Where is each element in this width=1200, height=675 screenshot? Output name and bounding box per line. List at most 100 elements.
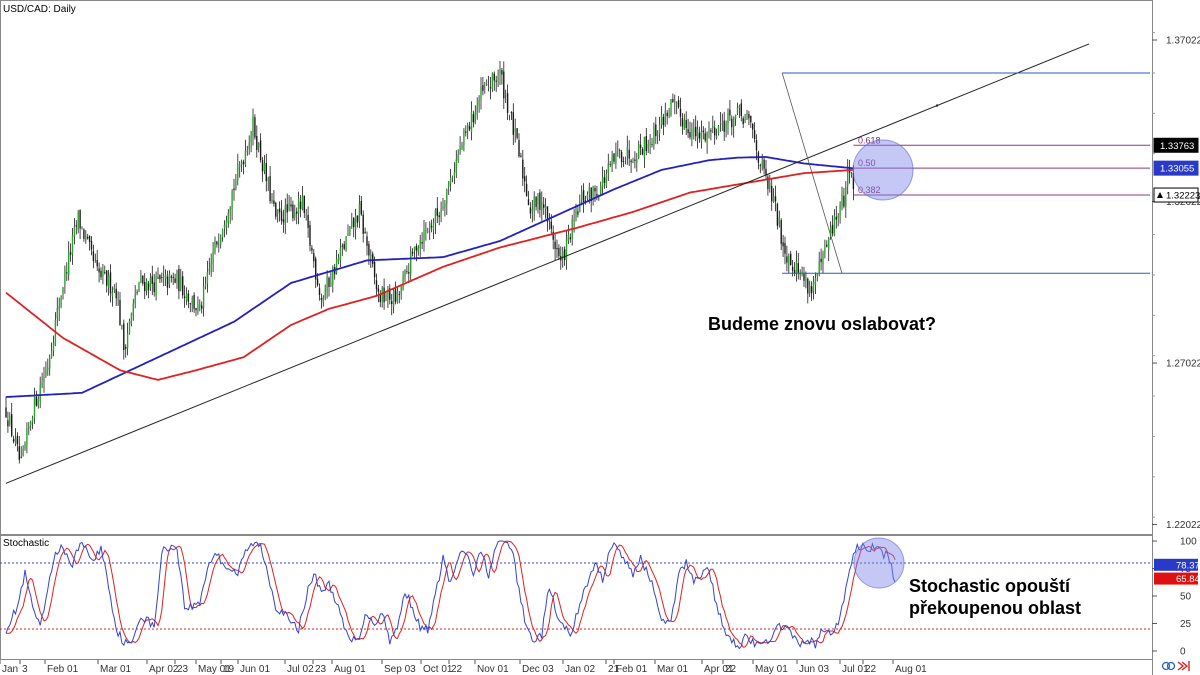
candle	[5, 396, 7, 418]
candle	[831, 215, 834, 237]
candle	[354, 208, 357, 240]
candle-body	[676, 103, 678, 104]
candle-body	[833, 215, 836, 236]
candle-body	[231, 191, 233, 210]
candle	[529, 202, 532, 219]
candle-body	[603, 177, 606, 183]
candle-body	[503, 71, 505, 99]
candle	[820, 248, 822, 271]
candle	[582, 183, 585, 213]
candle-body	[639, 144, 642, 149]
candle	[391, 293, 393, 316]
candle-body	[715, 136, 718, 138]
candle-body	[98, 268, 100, 273]
candle-body	[43, 376, 45, 382]
candle	[763, 156, 765, 175]
candle-body	[170, 276, 172, 278]
candle-body	[577, 211, 579, 215]
candle	[33, 387, 36, 424]
candle-body	[225, 220, 228, 228]
scroll-end-icon[interactable]	[1177, 661, 1190, 671]
candle	[736, 102, 739, 116]
candle	[843, 187, 845, 209]
candle-body	[140, 276, 142, 283]
main-pane	[0, 0, 1153, 535]
candle-body	[153, 282, 155, 292]
candle	[383, 278, 385, 310]
candle	[261, 157, 264, 182]
candle-body	[62, 287, 64, 295]
candle	[698, 126, 701, 143]
candle-body	[704, 133, 706, 141]
candle-body	[708, 130, 710, 133]
candle	[453, 162, 456, 185]
candle	[577, 205, 579, 218]
candle-body	[569, 237, 571, 240]
candle	[641, 147, 644, 156]
candle-body	[611, 155, 613, 166]
time-tick-label: Nov 01	[477, 664, 509, 675]
candle	[328, 276, 330, 297]
candle	[87, 233, 89, 240]
candle	[657, 130, 659, 145]
candle-body	[275, 202, 277, 217]
candle-body	[271, 199, 273, 202]
candle	[381, 285, 383, 308]
candle	[421, 232, 423, 249]
candle-body	[805, 277, 807, 282]
candle-body	[696, 129, 699, 138]
candle-body	[341, 245, 343, 247]
candle-body	[432, 222, 435, 231]
candle-body	[151, 276, 153, 284]
candle	[88, 235, 91, 251]
candle	[729, 99, 731, 121]
time-tick-label: Feb 01	[47, 664, 79, 675]
candle	[495, 75, 497, 92]
stochastic-tick-label: 50	[1180, 592, 1192, 603]
candle	[73, 218, 76, 245]
candle-body	[776, 203, 779, 226]
candle	[826, 240, 828, 248]
candle-body	[594, 187, 596, 192]
candle	[202, 276, 205, 317]
candle-body	[672, 98, 674, 102]
candle-body	[235, 180, 237, 189]
candle	[539, 189, 541, 218]
candle-body	[242, 161, 245, 164]
candle	[771, 178, 773, 211]
candle-body	[788, 255, 790, 266]
candle	[284, 198, 286, 234]
candle-body	[417, 247, 419, 253]
candle-body	[204, 284, 207, 287]
candle-body	[343, 244, 345, 249]
candle	[668, 107, 670, 119]
candle	[31, 415, 34, 430]
candle-body	[643, 136, 646, 158]
candle-body	[522, 159, 524, 179]
candle	[525, 175, 528, 197]
candle	[330, 271, 332, 288]
candle-body	[229, 207, 231, 214]
candle-body	[845, 187, 847, 207]
fib-level-label: 0.50	[858, 158, 876, 168]
candle	[404, 269, 406, 283]
candle	[353, 217, 355, 238]
candle-body	[516, 128, 518, 138]
candle	[636, 152, 638, 172]
candle-body	[335, 259, 338, 273]
candle-body	[527, 199, 530, 206]
candle-body	[714, 127, 716, 136]
candle	[313, 248, 315, 268]
candle	[487, 75, 490, 92]
candle-body	[429, 223, 431, 229]
candle	[225, 215, 228, 235]
candle	[719, 111, 722, 132]
candle	[493, 71, 495, 91]
candle	[297, 191, 300, 225]
candle-body	[685, 119, 687, 129]
stochastic-title: Stochastic	[3, 538, 49, 549]
candle	[106, 269, 108, 293]
candle	[218, 233, 220, 253]
link-icon[interactable]	[1161, 661, 1176, 671]
candle-body	[461, 144, 463, 150]
